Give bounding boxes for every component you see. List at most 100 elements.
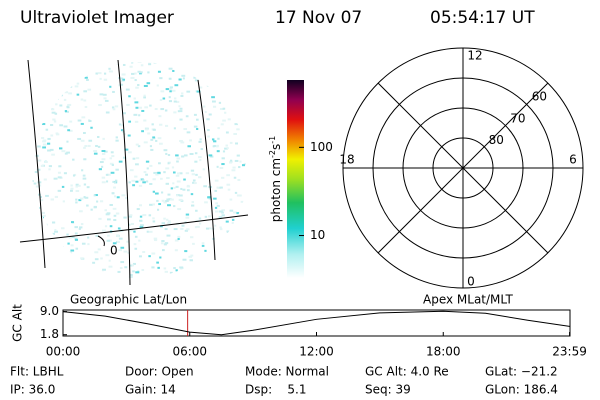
speckle (142, 250, 146, 253)
speckle (191, 173, 196, 176)
speckle (164, 62, 168, 64)
speckle (203, 76, 207, 79)
speckle (183, 178, 186, 181)
x-tick-label: 00:00 (46, 345, 81, 359)
speckle (74, 226, 78, 229)
speckle (139, 179, 142, 182)
speckle (83, 90, 88, 93)
speckle (181, 92, 184, 95)
speckle (211, 264, 215, 267)
speckle (49, 83, 53, 86)
speckle (139, 204, 143, 207)
speckle (151, 266, 155, 269)
speckle (32, 262, 34, 265)
y-tick-label: 9.0 (40, 304, 59, 318)
speckle (186, 185, 191, 188)
date: 17 Nov 07 (275, 8, 362, 28)
speckle (54, 230, 59, 233)
speckle (248, 277, 251, 279)
speckle (223, 90, 227, 93)
speckle (109, 203, 113, 206)
speckle (233, 211, 237, 214)
speckle (152, 136, 156, 139)
speckle (36, 168, 41, 171)
speckle (130, 76, 135, 79)
speckle (177, 208, 182, 211)
speckle (64, 257, 69, 260)
speckle (169, 86, 173, 89)
speckle (247, 193, 248, 196)
speckle (75, 183, 79, 186)
speckle (213, 145, 217, 148)
speckle (228, 73, 231, 76)
status-field: Gain: 14 (125, 383, 176, 397)
speckle (105, 111, 110, 114)
speckle (238, 270, 241, 273)
speckle (181, 74, 186, 77)
speckle (220, 123, 224, 126)
speckle (246, 104, 248, 107)
speckle (141, 179, 145, 182)
speckle (109, 157, 113, 160)
speckle (104, 209, 107, 212)
speckle (35, 99, 38, 102)
speckle (48, 89, 52, 92)
speckle (87, 266, 91, 269)
speckle (32, 237, 36, 240)
speckle (102, 229, 106, 232)
speckle (217, 127, 220, 130)
speckle (80, 122, 84, 125)
speckle (112, 242, 117, 245)
speckle (225, 144, 228, 147)
speckle (177, 172, 181, 175)
speckle (181, 155, 185, 158)
speckle (165, 199, 169, 202)
speckle (64, 279, 67, 281)
speckle (231, 218, 235, 221)
speckle (63, 125, 68, 128)
speckle (185, 115, 189, 118)
speckle (37, 93, 40, 96)
speckle (243, 129, 247, 132)
speckle (103, 276, 108, 278)
speckle (75, 189, 80, 192)
speckle (115, 136, 118, 139)
speckle (249, 211, 251, 213)
speckle (139, 225, 144, 228)
speckle (177, 110, 180, 113)
speckle (230, 63, 235, 66)
speckle (32, 204, 33, 207)
speckle (120, 77, 124, 80)
speckle (161, 191, 164, 194)
speckle (174, 239, 179, 242)
speckle (99, 161, 104, 164)
speckle (67, 74, 71, 77)
speckle (101, 152, 106, 155)
speckle (210, 71, 214, 74)
speckle (245, 70, 248, 73)
speckle (226, 174, 230, 177)
speckle (80, 223, 84, 226)
speckle (161, 222, 166, 225)
speckle (245, 142, 248, 145)
speckle (137, 70, 141, 73)
speckle (208, 113, 212, 116)
status-field: IP: 36.0 (10, 383, 55, 397)
speckle (145, 173, 148, 176)
speckle (236, 194, 241, 197)
speckle (163, 217, 166, 220)
speckle (71, 221, 74, 224)
speckle (157, 137, 162, 140)
speckle (141, 130, 144, 133)
speckle (81, 169, 84, 172)
speckle (101, 158, 106, 161)
speckle (43, 234, 48, 237)
speckle (184, 229, 188, 232)
speckle (153, 237, 158, 240)
speckle (50, 124, 54, 127)
speckle (32, 120, 33, 123)
speckle (176, 100, 180, 103)
speckle (101, 149, 106, 152)
speckle (72, 158, 75, 161)
